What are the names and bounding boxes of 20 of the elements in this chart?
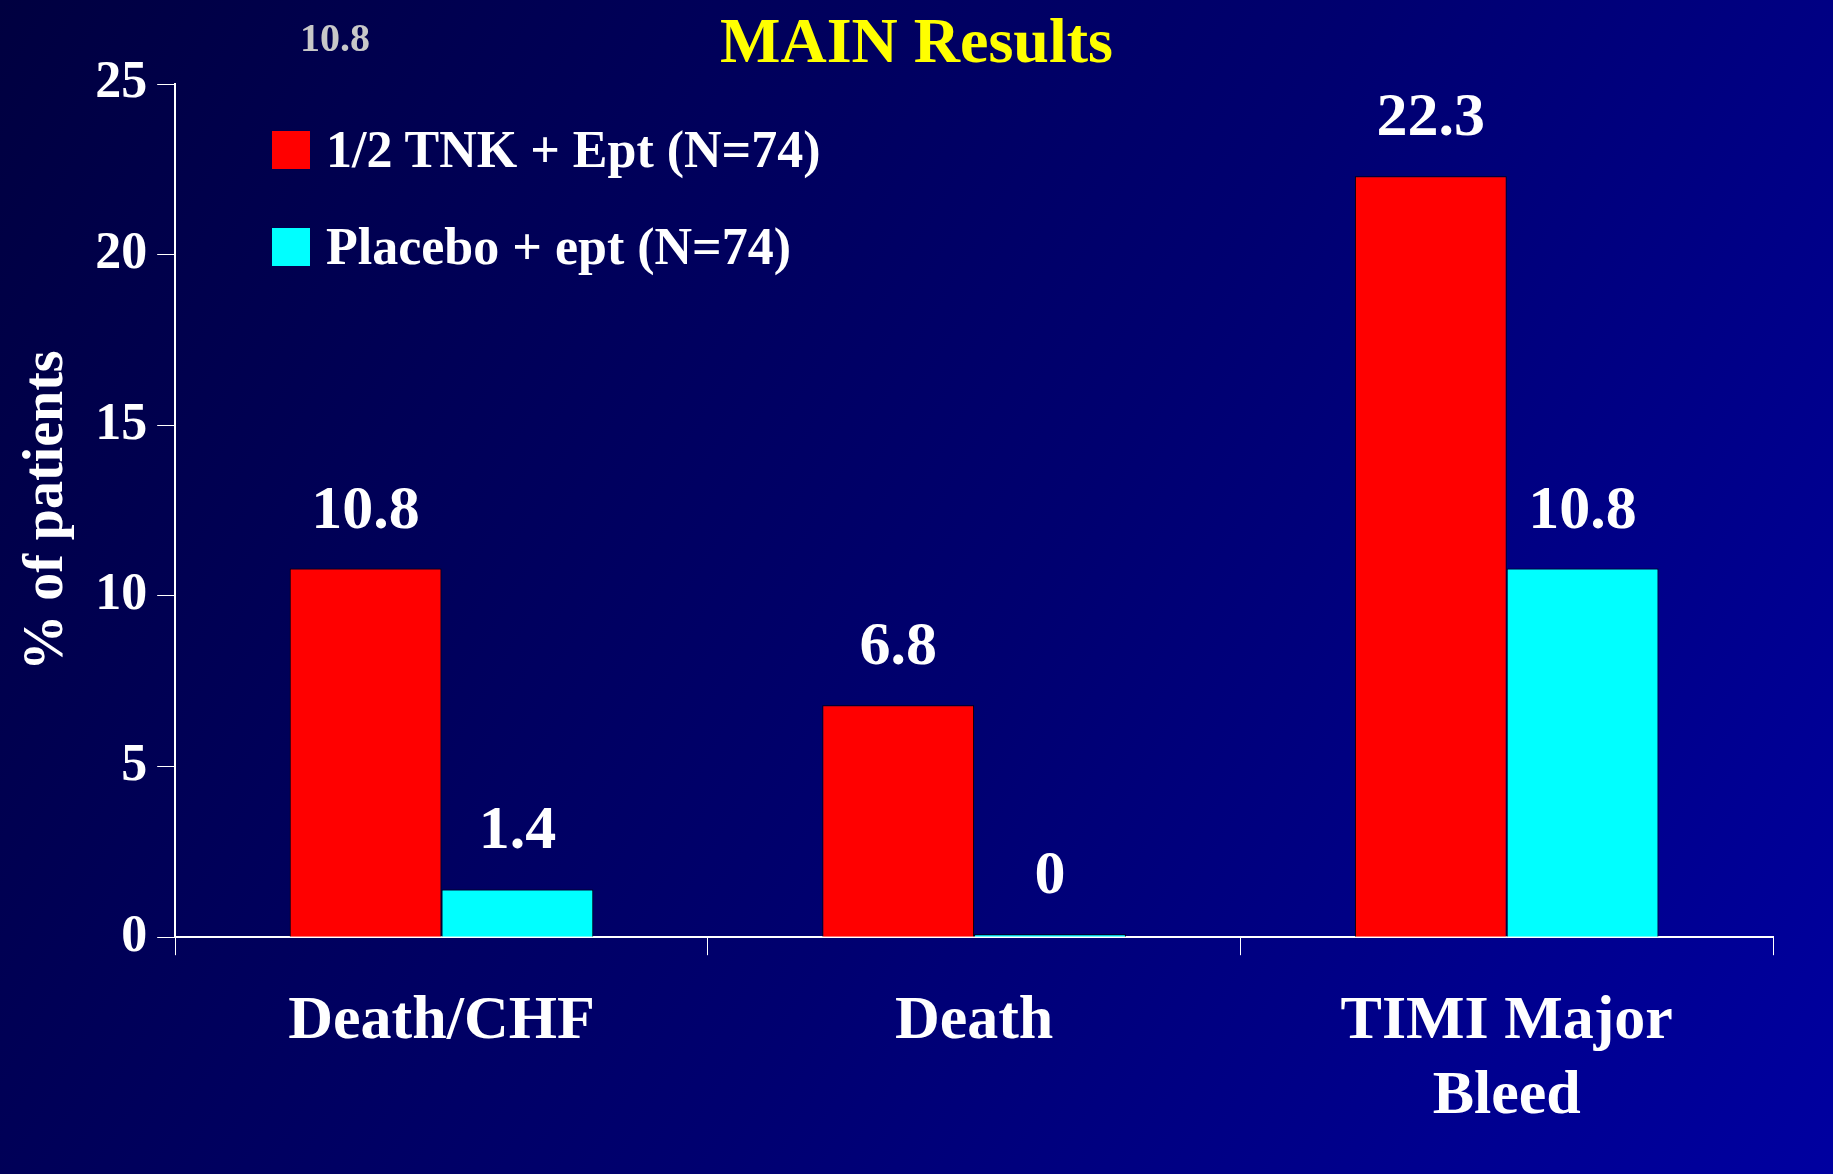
data-label: 10.8 (1528, 472, 1637, 541)
y-tick-label: 0 (121, 904, 148, 962)
data-label: 10.8 (311, 472, 420, 541)
x-tick-label: TIMI Major Bleed (1340, 983, 1673, 1126)
data-label: 6.8 (859, 609, 937, 678)
y-tick-label: 20 (95, 222, 148, 280)
y-tick-label: 10 (95, 563, 148, 621)
x-tick-label: Death/CHF (288, 983, 595, 1052)
legend-label: 1/2 TNK + Ept (N=74) (326, 120, 821, 179)
x-tick-label: Death (894, 983, 1054, 1052)
y-tick-label: 25 (95, 51, 148, 109)
y-tick-label: 5 (121, 734, 148, 791)
data-label: 0 (1034, 838, 1066, 907)
y-tick-label: 15 (95, 392, 148, 450)
y-axis-title: % of patients (12, 350, 75, 671)
chart-title: MAIN Results (720, 5, 1113, 76)
text: 10.8 (300, 14, 370, 61)
data-label: 1.4 (478, 793, 557, 862)
legend-label: Placebo + ept (N=74) (326, 217, 792, 276)
data-label: 22.3 (1376, 80, 1486, 149)
